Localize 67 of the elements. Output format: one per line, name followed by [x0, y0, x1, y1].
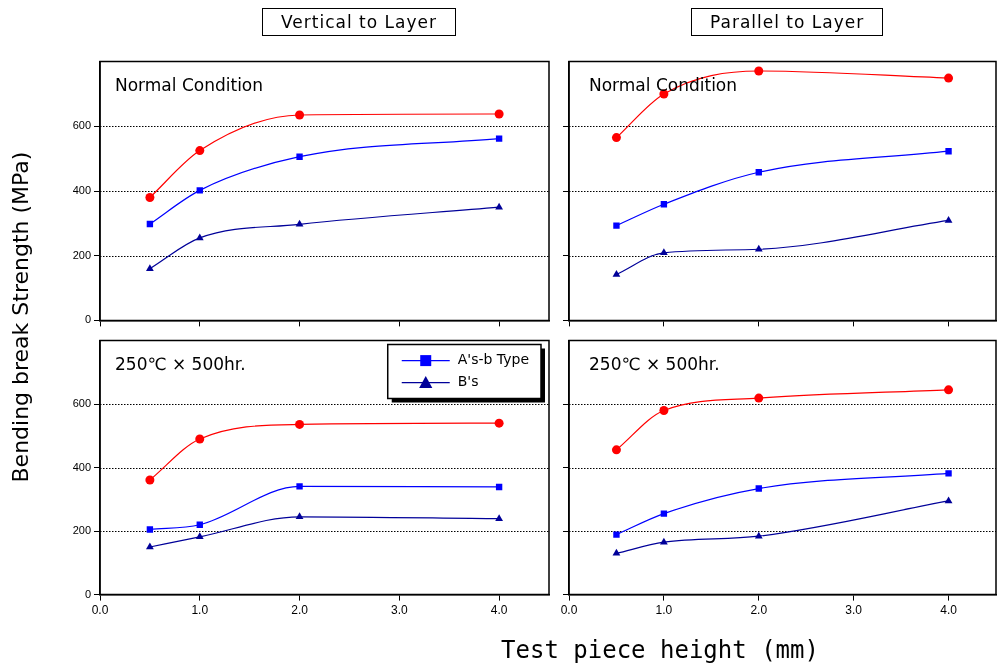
point [944, 496, 953, 504]
point [295, 219, 304, 227]
point [146, 526, 154, 533]
point [495, 135, 503, 142]
point [196, 187, 203, 194]
point [495, 514, 504, 521]
point [944, 215, 953, 223]
x-tick-label: 1.0 [191, 603, 209, 618]
point [494, 109, 504, 119]
point [145, 475, 155, 485]
x-tick-label: 3.0 [390, 603, 408, 618]
x-tick-label: 0.0 [560, 603, 578, 618]
y-tick-label: 400 [72, 184, 91, 197]
point [613, 222, 620, 229]
point [611, 133, 621, 143]
point [755, 485, 762, 492]
point [145, 264, 154, 271]
y-tick-label: 200 [72, 524, 91, 537]
point [296, 483, 303, 490]
point [611, 445, 621, 455]
y-axis-title: Bending break Strength (MPa) [7, 151, 33, 483]
point [659, 248, 668, 256]
x-tick-label: 4.0 [490, 603, 508, 618]
point [754, 393, 764, 403]
point [945, 148, 952, 155]
point [612, 548, 621, 556]
point [145, 542, 154, 550]
annotation: 250℃ × 500hr. [115, 353, 246, 374]
annotation: 250℃ × 500hr. [589, 353, 720, 374]
point [195, 146, 205, 156]
point [754, 66, 764, 76]
point [660, 201, 668, 208]
point [296, 153, 303, 160]
x-tick-label: 2.0 [291, 603, 309, 618]
y-tick-label: 600 [72, 119, 91, 132]
y-tick-label: 200 [72, 248, 91, 261]
legend-label: A's-b Type [457, 351, 529, 368]
point [295, 512, 304, 520]
point [494, 418, 504, 428]
x-tick-label: 4.0 [940, 603, 958, 618]
point [195, 434, 205, 444]
point [944, 73, 954, 83]
point [945, 470, 952, 477]
y-tick-label: 600 [72, 397, 91, 410]
y-tick-label: 0 [84, 313, 91, 326]
point [295, 110, 305, 120]
point [195, 532, 204, 540]
y-tick-label: 400 [72, 460, 91, 473]
point [613, 531, 620, 538]
point [295, 419, 305, 429]
point [195, 233, 204, 241]
legend-label: B's [457, 373, 479, 390]
point [495, 483, 503, 491]
point [612, 269, 621, 277]
x-tick-label: 0.0 [91, 603, 109, 618]
x-tick-label: 3.0 [845, 603, 863, 618]
x-axis-title: Test piece height (mm) [500, 636, 820, 664]
point [145, 192, 155, 202]
x-tick-label: 2.0 [750, 603, 768, 618]
annotation: Normal Condition [115, 74, 264, 95]
point [660, 510, 668, 517]
point [659, 405, 669, 415]
chart-title: Vertical to Layer [262, 8, 456, 36]
y-tick-label: 0 [84, 587, 91, 600]
chart-title: Parallel to Layer [691, 8, 884, 36]
x-tick-label: 1.0 [655, 603, 673, 618]
point [944, 385, 954, 395]
